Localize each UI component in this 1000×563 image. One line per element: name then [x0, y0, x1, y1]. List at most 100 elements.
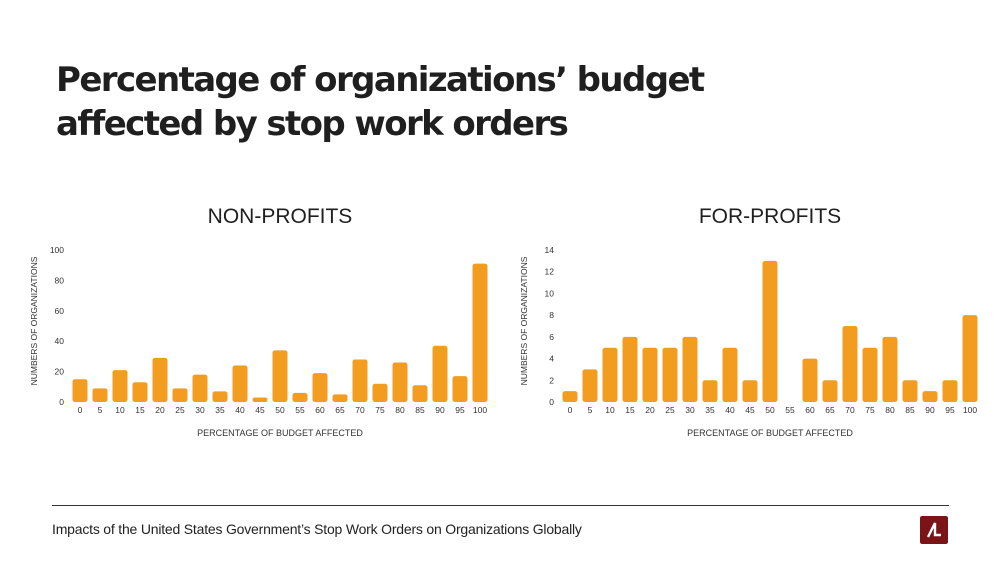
x-tick-label: 85	[905, 405, 915, 415]
x-tick-label: 75	[865, 405, 875, 415]
x-tick-label: 40	[235, 405, 245, 415]
bar	[582, 369, 598, 402]
chart-title: FOR-PROFITS	[699, 205, 841, 228]
x-tick-label: 65	[825, 405, 835, 415]
bar	[232, 365, 248, 402]
bar	[842, 326, 858, 402]
y-tick-label: 0	[59, 397, 64, 407]
y-tick-label: 80	[55, 275, 65, 285]
x-tick-label: 45	[745, 405, 755, 415]
bar	[132, 382, 148, 402]
bar	[432, 345, 448, 402]
bar	[452, 376, 468, 402]
x-tick-label: 90	[435, 405, 445, 415]
bar	[152, 357, 168, 402]
bar	[642, 347, 658, 402]
x-axis-label: PERCENTAGE OF BUDGET AFFECTED	[687, 428, 853, 438]
x-tick-label: 15	[135, 405, 145, 415]
x-tick-label: 60	[315, 405, 325, 415]
for-profits-chart: FOR-PROFITS 0 2 4 6 8 10 12 14 0 5 10 15 20 25 30 35 40 45…	[519, 205, 978, 438]
x-tick-label: 10	[605, 405, 615, 415]
x-tick-label: 65	[335, 405, 345, 415]
x-tick-label: 20	[155, 405, 165, 415]
x-tick-label: 55	[295, 405, 305, 415]
bar	[602, 347, 618, 402]
x-tick-label: 30	[685, 405, 695, 415]
y-axis-label: NUMBERS OF ORGANIZATIONS	[29, 256, 39, 385]
bar	[862, 347, 878, 402]
title-line-1: Percentage of organizations’ budget	[56, 60, 705, 100]
x-tick-label: 20	[645, 405, 655, 415]
y-tick-label: 40	[55, 336, 65, 346]
bar	[252, 397, 268, 402]
y-axis-label: NUMBERS OF ORGANIZATIONS	[519, 256, 529, 385]
bar	[922, 391, 938, 402]
x-tick-label: 35	[215, 405, 225, 415]
brand-logo-icon	[920, 516, 948, 544]
bar	[622, 336, 638, 402]
y-tick-label: 60	[55, 306, 65, 316]
x-tick-label: 70	[355, 405, 365, 415]
page-title: Percentage of organizations’ budget affe…	[56, 58, 756, 146]
x-tick-label: 10	[115, 405, 125, 415]
footer-divider	[52, 505, 949, 506]
chart-title: NON-PROFITS	[208, 205, 353, 228]
x-tick-label: 0	[568, 405, 573, 415]
bar	[352, 359, 368, 402]
y-tick-label: 12	[545, 267, 555, 277]
bar	[272, 350, 288, 402]
bar	[192, 374, 208, 402]
y-tick-label: 10	[545, 288, 555, 298]
bar	[212, 391, 228, 402]
bar	[372, 383, 388, 402]
x-tick-label: 95	[455, 405, 465, 415]
logo-mark	[926, 522, 941, 538]
x-tick-label: 5	[98, 405, 103, 415]
bar	[72, 379, 88, 402]
bar	[802, 358, 818, 402]
bar	[822, 380, 838, 402]
x-tick-label: 95	[945, 405, 955, 415]
bar	[702, 380, 718, 402]
y-tick-label: 4	[549, 354, 554, 364]
bar	[962, 315, 978, 402]
bar	[662, 347, 678, 402]
x-tick-label: 30	[195, 405, 205, 415]
bar	[332, 394, 348, 402]
x-tick-label: 40	[725, 405, 735, 415]
bar	[412, 385, 428, 402]
title-line-2: affected by stop work orders	[56, 104, 569, 144]
bar	[882, 336, 898, 402]
bar	[942, 380, 958, 402]
x-tick-label: 25	[665, 405, 675, 415]
bar	[292, 392, 308, 402]
bar	[172, 388, 188, 402]
x-axis-label: PERCENTAGE OF BUDGET AFFECTED	[197, 428, 363, 438]
x-tick-label: 5	[588, 405, 593, 415]
x-tick-label: 50	[765, 405, 775, 415]
y-tick-label: 14	[545, 245, 555, 255]
bar	[562, 391, 578, 402]
bar	[92, 388, 108, 402]
bar	[682, 336, 698, 402]
bar	[742, 380, 758, 402]
x-tick-label: 50	[275, 405, 285, 415]
non-profits-chart: NON-PROFITS 0 20 40 60 80 100 0 5 10 15 20 25 30 35 40 4…	[29, 205, 488, 438]
x-tick-label: 75	[375, 405, 385, 415]
footer-caption: Impacts of the United States Government’…	[52, 521, 582, 537]
x-tick-label: 85	[415, 405, 425, 415]
x-tick-label: 45	[255, 405, 265, 415]
y-tick-label: 20	[55, 367, 65, 377]
x-tick-label: 90	[925, 405, 935, 415]
y-tick-label: 100	[50, 245, 64, 255]
y-tick-label: 8	[549, 310, 554, 320]
bar	[902, 380, 918, 402]
bar	[312, 373, 328, 402]
x-tick-label: 35	[705, 405, 715, 415]
x-tick-label: 80	[395, 405, 405, 415]
x-tick-label: 100	[473, 405, 487, 415]
bar	[722, 347, 738, 402]
y-tick-label: 2	[549, 375, 554, 385]
x-tick-label: 70	[845, 405, 855, 415]
x-tick-label: 25	[175, 405, 185, 415]
